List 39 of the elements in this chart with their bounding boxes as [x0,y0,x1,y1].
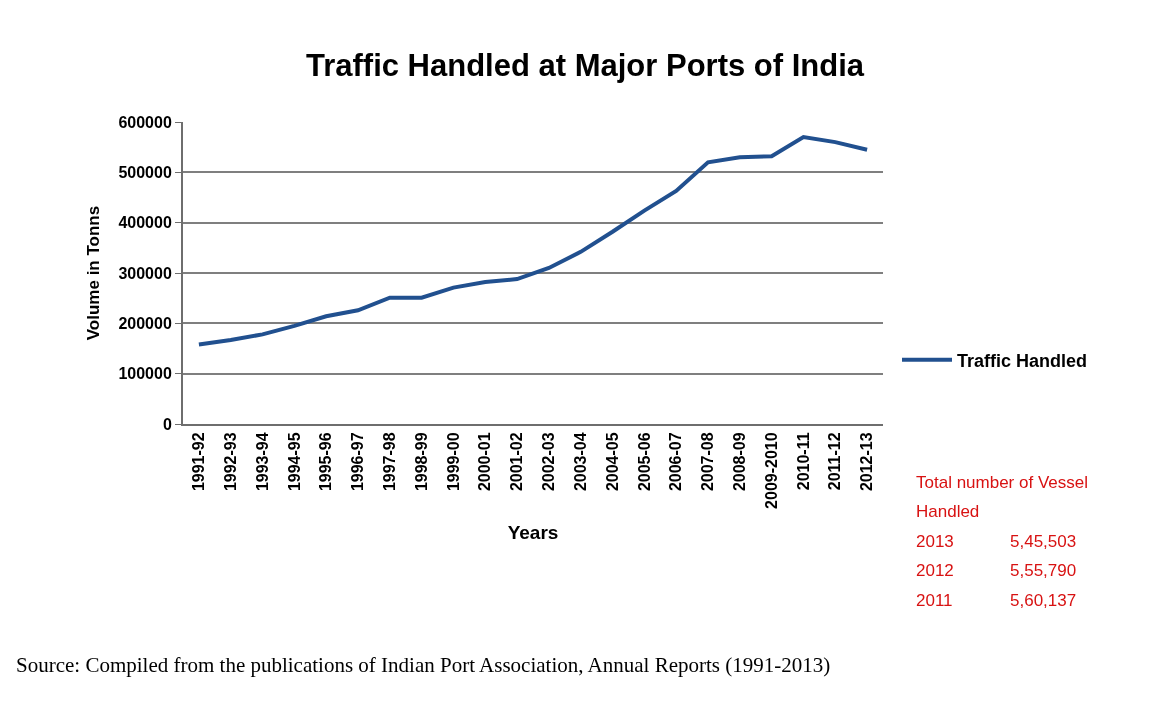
text: 2011 5,60,137 [916,591,1077,610]
text: Total number of Vessel Handled [916,473,1088,521]
y-tick-label: 300000 [118,264,172,282]
text: 2012 5,55,790 [916,561,1077,580]
x-tick-label: 2001-02 [508,432,526,492]
x-tick-label: 1996-97 [349,432,367,492]
x-tick-label: 2006-07 [667,432,685,492]
x-tick-label: 2002-03 [540,432,558,492]
x-tick-label: 2010-11 [794,432,812,491]
y-tick-label: 500000 [118,163,172,181]
x-tick-label: 1995-96 [317,432,335,492]
chart-title: Traffic Handled at Major Ports of India [305,47,865,83]
text: 2013 5,45,503 [916,532,1077,551]
x-tick-label: 1992-93 [221,432,239,492]
x-tick-label: 2007-08 [699,432,717,492]
x-tick-label: 1999-00 [444,432,462,492]
x-tick-label: 1998-99 [412,432,430,492]
y-tick-label: 600000 [118,113,172,131]
y-tick-label: 0 [162,415,172,433]
x-tick-label: 2004-05 [603,432,621,492]
x-tick-label: 2005-06 [635,432,653,492]
line-series [196,135,870,347]
x-tick-label: 2009-2010 [762,432,780,509]
y-axis-title: Volume in Tonns [84,205,104,341]
y-tick-label: 100000 [118,365,172,383]
x-tick-label: 2000-01 [476,432,494,492]
x-tick-label: 1994-95 [285,432,303,492]
legend-label: Traffic Handled [957,350,1088,371]
x-tick-label: 1997-98 [381,432,399,492]
y-tick-label: 200000 [118,314,172,332]
y-tick-label: 400000 [118,214,172,232]
x-tick-label: 2003-04 [571,432,589,492]
x-tick-label: 2008-09 [731,432,749,492]
source-note: Source: Compiled from the publications of Indian Port Association, Annual Reports (1991-2013) [16,653,831,677]
x-tick-label: 2011-12 [826,432,844,491]
x-axis-title: Years [507,522,559,544]
x-tick-label: 2012-13 [858,432,876,492]
x-tick-label: 1991-92 [190,432,208,492]
x-tick-label: 1993-94 [253,432,271,492]
